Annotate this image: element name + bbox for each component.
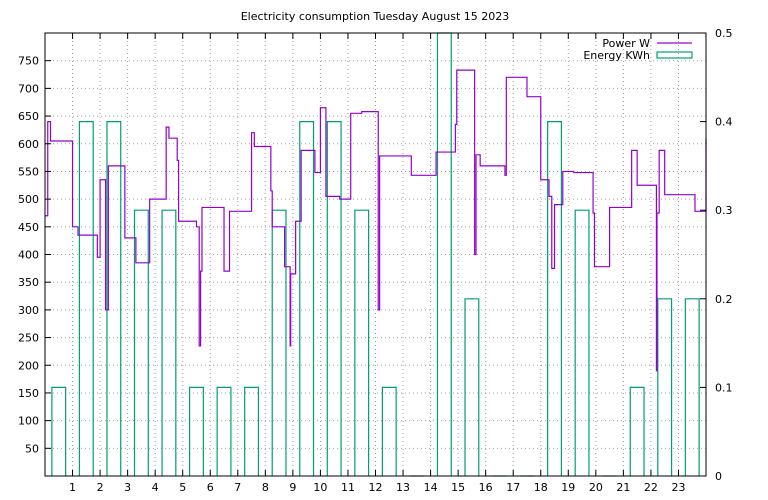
y-tick-label: 450	[18, 221, 39, 234]
x-tick-label: 15	[451, 481, 465, 494]
energy-bar	[133, 209, 149, 476]
y-tick-label: 200	[18, 359, 39, 372]
x-tick-label: 6	[207, 481, 214, 494]
energy-bar	[354, 209, 370, 476]
x-tick-label: 3	[124, 481, 131, 494]
grid	[45, 33, 706, 476]
energy-bar	[299, 121, 315, 476]
y2-tick-label: 0.1	[715, 381, 733, 394]
x-tick-label: 21	[616, 481, 630, 494]
x-tick-label: 17	[506, 481, 520, 494]
x-tick-label: 19	[561, 481, 575, 494]
legend-swatch-energy	[656, 51, 693, 59]
y-tick-label: 700	[18, 82, 39, 95]
y-tick-label: 100	[18, 415, 39, 428]
y-tick-label: 650	[18, 110, 39, 123]
energy-bar	[684, 298, 700, 476]
y-tick-label: 750	[18, 55, 39, 68]
energy-bar	[51, 386, 67, 476]
energy-bar	[629, 386, 645, 476]
energy-bar	[244, 386, 260, 476]
x-tick-label: 4	[152, 481, 159, 494]
energy-bar	[326, 121, 342, 476]
x-tick-label: 11	[341, 481, 355, 494]
y-tick-label: 150	[18, 387, 39, 400]
power-series	[45, 69, 707, 372]
energy-series	[51, 32, 700, 477]
x-tick-label: 16	[479, 481, 493, 494]
x-tick-label: 20	[589, 481, 603, 494]
x-tick-label: 2	[97, 481, 104, 494]
energy-bar	[271, 209, 287, 476]
x-tick-label: 14	[424, 481, 438, 494]
x-tick-label: 13	[396, 481, 410, 494]
y2-tick-label: 0	[715, 470, 722, 483]
power-line	[45, 69, 707, 372]
energy-bar	[216, 386, 232, 476]
x-tick-label: 7	[234, 481, 241, 494]
y2-tick-label: 0.4	[715, 116, 733, 129]
x-tick-label: 22	[644, 481, 658, 494]
y-tick-label: 400	[18, 249, 39, 262]
energy-bar	[188, 386, 204, 476]
y-tick-label: 50	[25, 442, 39, 455]
y2-tick-label: 0.5	[715, 27, 733, 40]
y2-tick-label: 0.3	[715, 204, 733, 217]
x-tick-label: 23	[671, 481, 685, 494]
energy-bar	[106, 121, 122, 476]
x-tick-label: 5	[179, 481, 186, 494]
chart-title: Electricity consumption Tuesday August 1…	[241, 10, 510, 23]
energy-bar	[657, 298, 673, 476]
x-tick-label: 10	[313, 481, 327, 494]
y-tick-label: 550	[18, 165, 39, 178]
x-tick-label: 9	[289, 481, 296, 494]
x-tick-label: 18	[534, 481, 548, 494]
axes: 1 2 3 4 5 6 7 8 9 10 11 12 13 14 15 16 17 18 19 20 21 22 23501…	[18, 27, 733, 494]
y-tick-label: 300	[18, 304, 39, 317]
y-tick-label: 350	[18, 276, 39, 289]
energy-bar	[161, 209, 177, 476]
legend-label: Power W	[602, 37, 650, 50]
x-tick-label: 12	[369, 481, 383, 494]
x-tick-label: 8	[262, 481, 269, 494]
energy-bar	[574, 209, 590, 476]
y2-tick-label: 0.2	[715, 293, 733, 306]
x-tick-label: 1	[69, 481, 76, 494]
y-tick-label: 600	[18, 138, 39, 151]
legend-label: Energy KWh	[583, 49, 650, 62]
y-tick-label: 250	[18, 332, 39, 345]
energy-bar	[381, 386, 397, 476]
energy-bar	[464, 298, 480, 476]
energy-bar	[78, 121, 94, 476]
y-tick-label: 500	[18, 193, 39, 206]
energy-bar	[547, 121, 563, 476]
